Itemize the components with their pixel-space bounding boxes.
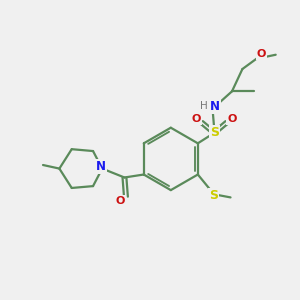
Text: N: N: [210, 100, 220, 113]
Text: O: O: [116, 196, 125, 206]
Text: O: O: [257, 49, 266, 59]
Text: H: H: [200, 101, 208, 111]
Text: N: N: [96, 160, 106, 173]
Text: S: S: [209, 189, 218, 202]
Text: S: S: [210, 126, 219, 140]
Text: N: N: [96, 160, 106, 173]
Text: O: O: [227, 114, 237, 124]
Text: O: O: [192, 114, 201, 124]
